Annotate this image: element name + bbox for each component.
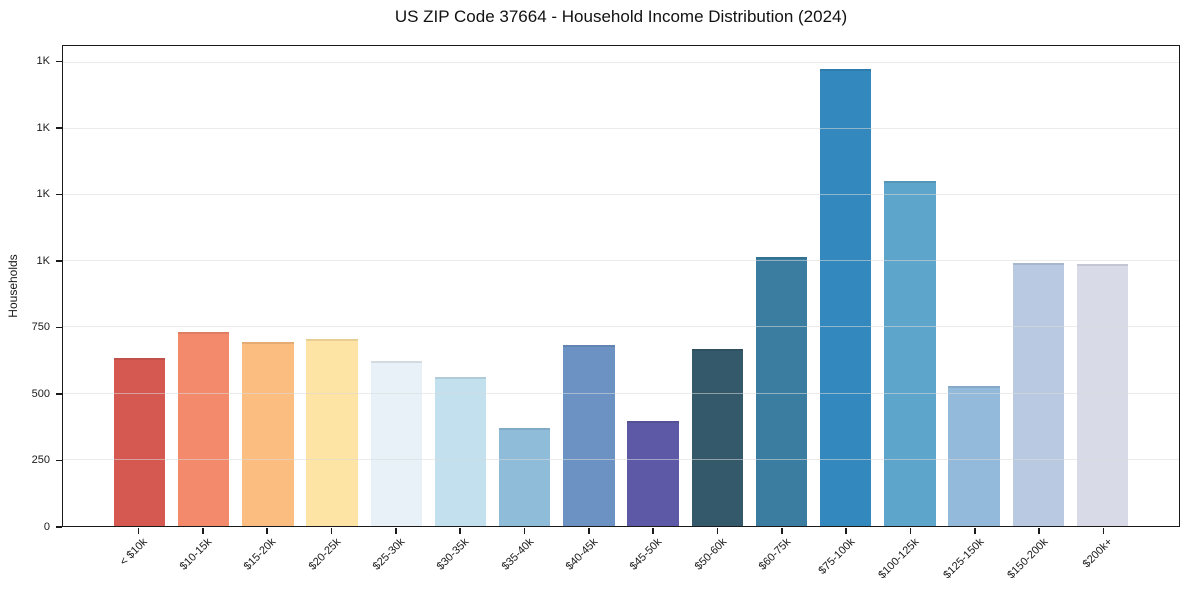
y-tick-label: 500 [31,387,50,400]
gridline [63,326,1179,328]
x-tick-label: $60-75k [756,536,794,573]
bar-$40-45k [563,345,615,526]
x-tick-label: $45-50k [628,536,665,573]
x-tick-label: $125-150k [941,536,987,582]
x-tick-mark [330,527,333,534]
bar-$15-20k [242,342,294,526]
x-tick-mark [781,527,783,534]
bar-$75-100k [820,68,872,526]
x-tick-mark [202,527,204,534]
x-tick-mark [523,527,526,534]
x-tick-mark [845,527,847,534]
gridline [63,127,1179,129]
x-tick-mark [459,527,461,534]
x-tick-label: $35-40k [499,536,537,573]
chart-title: US ZIP Code 37664 - Household Income Dis… [394,7,848,26]
x-tick-label: < $10k [117,536,151,569]
bar-$30-35k [434,376,487,526]
x-tick-label: $100-125k [876,536,922,582]
x-tick-label: $15-20k [242,536,279,573]
bar-$125-150k [948,386,1000,526]
y-tick-mark [55,393,62,395]
y-tick-label: 1K [36,121,50,134]
x-tick-mark [588,527,590,534]
y-tick-mark [55,127,62,129]
gridline [63,194,1179,196]
y-tick-mark [55,60,62,63]
y-tick-label: 250 [31,454,50,467]
bar-$60-75k [755,257,808,526]
x-tick-mark [137,527,140,534]
x-tick-label: $20-25k [306,536,344,573]
bar-$150-200k [1012,263,1065,526]
y-tick-mark [55,260,62,262]
bar-$20-25k [306,339,358,526]
x-tick-mark [395,527,397,534]
y-tick-mark [55,326,62,329]
x-tick-label: $40-45k [563,536,601,573]
y-tick-label: 0 [43,520,50,533]
y-tick-label: 1K [36,254,50,267]
bar-$25-30k [370,360,422,526]
gridline [63,260,1179,262]
x-tick-mark [1102,527,1105,534]
bar-$10-15k [177,332,230,526]
x-tick-label: $25-30k [370,536,408,573]
x-tick-label: $75-100k [816,536,858,577]
y-tick-mark [55,459,62,462]
y-tick-label: 750 [31,321,50,334]
gridline [63,61,1179,63]
x-tick-label: $150-200k [1005,536,1051,582]
x-tick-label: $200k+ [1080,536,1115,571]
x-tick-mark [1038,527,1040,534]
bar-$45-50k [627,420,679,526]
y-tick-label: 1K [36,188,50,201]
x-tick-label: $50-60k [692,536,729,573]
x-tick-label: $10-15k [177,536,215,573]
gridline [63,392,1179,394]
x-tick-mark [974,527,976,534]
x-tick-mark [909,527,912,534]
bar-< $10k [113,358,166,526]
plot-area [62,45,1180,527]
x-tick-label: $30-35k [435,536,472,573]
bar-$50-60k [691,349,743,526]
x-tick-mark [266,527,268,534]
bar-$200k+ [1076,263,1129,526]
bar-$100-125k [884,181,936,526]
bar-$35-40k [498,427,551,526]
gridline [63,458,1179,460]
y-tick-label: 1K [36,55,50,68]
x-tick-mark [716,527,719,534]
y-tick-mark [55,193,62,196]
y-tick-mark [55,526,62,528]
x-tick-mark [652,527,654,534]
